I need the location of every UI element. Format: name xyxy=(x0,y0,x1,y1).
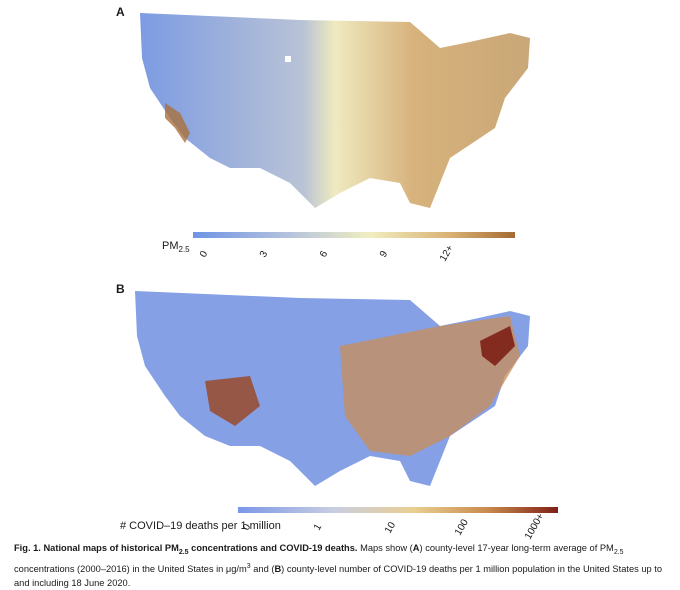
legend-a-tick: 6 xyxy=(318,249,331,260)
figure-caption: Fig. 1. National maps of historical PM2.… xyxy=(14,543,663,588)
northeast-hotspot xyxy=(480,326,515,366)
legend-a-tick: 12+ xyxy=(438,243,457,264)
legend-a-tick: 0 xyxy=(198,249,211,260)
legend-b-title: # COVID–19 deaths per 1 million xyxy=(120,520,281,532)
pm25-map xyxy=(140,13,530,208)
legend-b-tick: 10 xyxy=(383,520,399,536)
legend-a-colorbar xyxy=(193,232,515,238)
legend-b-tick: 1 xyxy=(312,522,325,533)
panel-label-b: B xyxy=(116,282,125,296)
legend-a-tick: 3 xyxy=(258,249,271,260)
legend-a-title: PM2.5 xyxy=(162,240,190,255)
panel-label-a: A xyxy=(116,5,125,19)
covid-deaths-map xyxy=(135,291,530,486)
missing-county xyxy=(285,56,291,62)
legend-b-colorbar xyxy=(238,507,558,513)
east-region xyxy=(340,316,520,456)
legend-b-tick: 100 xyxy=(453,517,471,538)
california-hotspot xyxy=(165,103,190,143)
southwest-hotspot xyxy=(205,376,260,426)
legend-a-tick: 9 xyxy=(378,249,391,260)
legend-b-tick: 1000+ xyxy=(523,511,547,542)
us-outline-a xyxy=(140,13,530,208)
